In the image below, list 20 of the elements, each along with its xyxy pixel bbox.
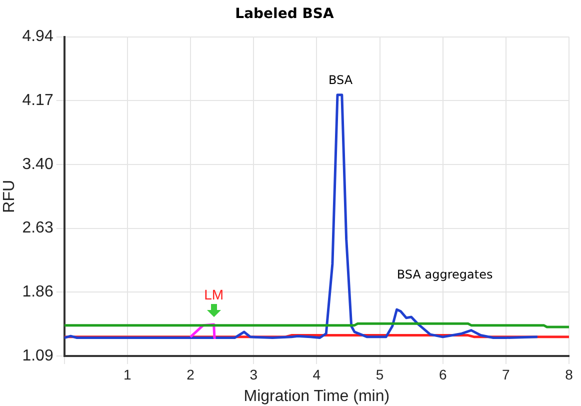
x-tick-label: 7 [502, 366, 510, 382]
x-tick-label: 1 [124, 366, 132, 382]
y-tick-label: 2.63 [22, 220, 54, 237]
x-tick-label: 2 [186, 366, 195, 382]
x-axis-title: Migration Time (min) [244, 388, 390, 405]
y-tick-label: 4.17 [22, 92, 54, 110]
y-tick-label: 1.86 [22, 284, 54, 301]
annotation: LM [204, 286, 224, 302]
annotation: BSA aggregates [396, 268, 493, 282]
y-tick-label: 3.40 [22, 156, 54, 173]
annotation: BSA [328, 72, 354, 87]
y-axis-title: RFU [1, 180, 18, 213]
x-tick-label: 8 [565, 366, 574, 382]
x-tick-label: 4 [312, 366, 321, 382]
chart-title: Labeled BSA [235, 6, 334, 22]
y-tick-label: 4.94 [22, 28, 54, 46]
x-tick-label: 6 [438, 366, 447, 382]
x-tick-label: 5 [376, 366, 384, 382]
y-tick-label: 1.09 [22, 347, 54, 364]
x-tick-label: 3 [250, 366, 258, 382]
